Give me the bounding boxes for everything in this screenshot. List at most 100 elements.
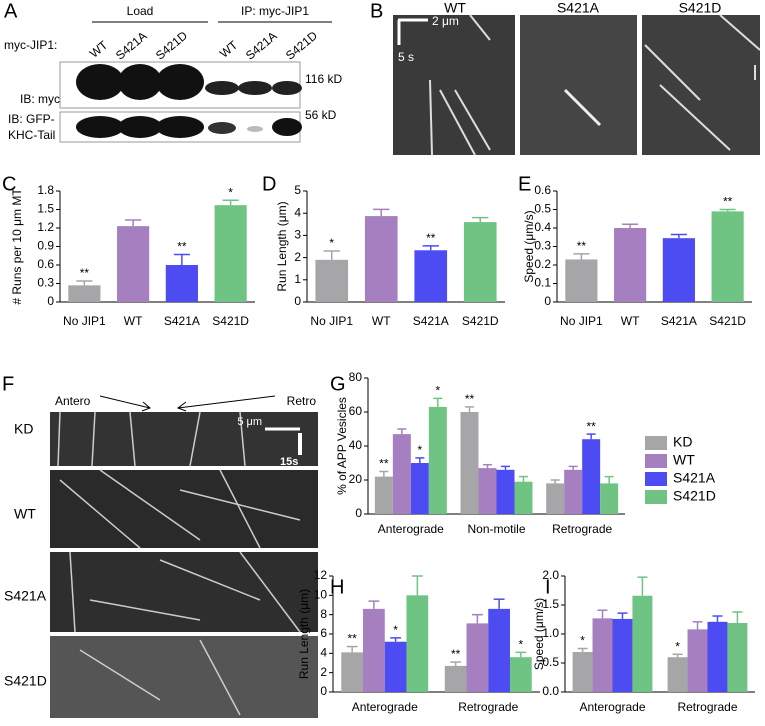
y-axis-label: Run Length (μm) <box>297 589 311 679</box>
x-tick-label: Anterograde <box>579 700 645 714</box>
bar <box>117 226 150 302</box>
x-tick-label: S421A <box>164 314 200 328</box>
bar <box>68 285 101 302</box>
kymograph <box>520 15 637 155</box>
bar <box>727 622 748 692</box>
legend-label: S421D <box>673 488 716 504</box>
y-tick-label: 0.5 <box>534 202 551 216</box>
direction-label: Retro <box>287 394 317 408</box>
bar <box>600 483 619 514</box>
panel-letter: G <box>330 373 346 395</box>
y-tick-label: 3 <box>294 228 301 242</box>
y-tick-label: 0.2 <box>534 257 551 271</box>
bar <box>707 621 728 692</box>
significance: ** <box>177 240 187 254</box>
significance: ** <box>426 231 436 245</box>
y-tick-label: 10 <box>314 588 328 602</box>
bar <box>410 463 429 514</box>
bar <box>592 618 613 692</box>
legend-swatch <box>645 490 667 504</box>
y-tick-label: 1.8 <box>37 183 54 197</box>
kymograph <box>50 636 318 718</box>
bar <box>214 205 247 302</box>
bar <box>374 476 393 514</box>
significance: ** <box>80 266 90 280</box>
y-tick-label: 1.0 <box>542 626 559 640</box>
bar <box>496 469 515 514</box>
kymograph <box>50 470 318 548</box>
bar <box>572 651 593 692</box>
y-tick-label: 0.4 <box>534 220 551 234</box>
bar <box>662 238 695 302</box>
band <box>118 64 162 100</box>
bar <box>509 657 532 692</box>
y-axis-label: Run Length (μm) <box>275 201 289 291</box>
y-tick-label: 1.2 <box>37 220 54 234</box>
bar <box>564 469 583 514</box>
bar <box>463 222 497 302</box>
x-tick-label: No JIP1 <box>560 314 603 328</box>
scale-label: 5 μm <box>237 416 262 428</box>
significance: * <box>393 623 398 637</box>
panel-letter: A <box>4 0 18 22</box>
y-tick-label: 6 <box>320 626 327 640</box>
panel-letter: D <box>262 173 276 195</box>
bar <box>363 608 385 692</box>
x-tick-label: Anterograde <box>352 700 418 714</box>
bar <box>165 265 198 302</box>
x-tick-label: Retrograde <box>552 522 612 536</box>
y-tick-label: 1.5 <box>542 597 559 611</box>
bar <box>315 259 349 302</box>
lane-label: S421D <box>283 28 320 63</box>
legend-label: WT <box>673 452 695 468</box>
scale-label: 15s <box>280 456 298 468</box>
bar <box>414 250 448 302</box>
bar <box>612 618 633 692</box>
band <box>238 81 272 95</box>
bar <box>667 657 688 692</box>
y-tick-label: 2 <box>294 250 301 264</box>
lane-label: S421A <box>243 29 280 63</box>
bar <box>565 259 598 302</box>
y-tick-label: 2.0 <box>542 568 559 582</box>
lane-label: S421A <box>113 29 150 63</box>
legend-swatch <box>645 472 667 486</box>
band <box>272 118 302 136</box>
x-tick-label: WT <box>372 314 391 328</box>
bar <box>582 439 601 514</box>
scale-label: 5 s <box>398 50 414 64</box>
bar <box>632 595 653 692</box>
y-tick-label: 1 <box>294 272 301 286</box>
panel-letter: E <box>518 173 531 195</box>
x-tick-label: Anterograde <box>378 522 444 536</box>
band <box>76 64 124 100</box>
bar <box>406 595 429 692</box>
bar <box>392 434 411 514</box>
load-label: Load <box>127 4 154 18</box>
row-label: myc-JIP1: <box>4 38 57 52</box>
legend-label: S421A <box>673 470 716 486</box>
y-axis-label: Speed (μm/s) <box>522 210 536 282</box>
blot-label: IB: myc <box>20 92 60 106</box>
x-tick-label: S421A <box>413 314 449 328</box>
legend-swatch <box>645 454 667 468</box>
panel-letter: F <box>2 373 14 395</box>
direction-label: Antero <box>55 394 91 408</box>
lane-label: WT <box>87 38 111 61</box>
row-label: S421D <box>4 673 47 689</box>
x-tick-label: S421D <box>709 314 746 328</box>
kymo-label: S421A <box>557 0 600 16</box>
bar <box>364 216 398 302</box>
band <box>205 81 239 95</box>
significance: * <box>675 639 680 653</box>
bar <box>614 228 647 302</box>
y-tick-label: 20 <box>349 472 363 486</box>
blot-label: KHC-Tail <box>8 128 55 142</box>
y-tick-label: 0 <box>294 294 301 308</box>
panel-letter: C <box>2 173 16 195</box>
panel-letter: B <box>370 0 383 22</box>
band <box>118 116 162 138</box>
x-tick-label: No JIP1 <box>63 314 106 328</box>
bar <box>384 641 407 692</box>
